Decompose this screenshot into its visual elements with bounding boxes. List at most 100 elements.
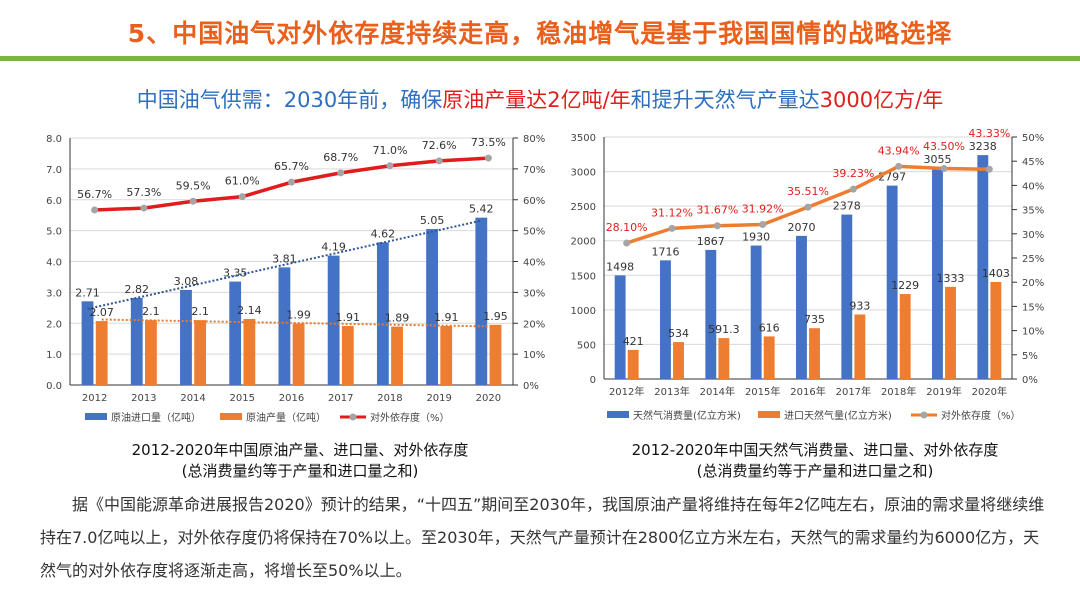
line-data-label: 73.5%: [471, 136, 506, 149]
legend-swatch: [220, 413, 242, 420]
bar-data-label: 421: [623, 335, 644, 348]
bar-data-label: 2797: [878, 171, 906, 184]
y2-tick-label: 60%: [523, 196, 545, 207]
bar-series-2: [945, 286, 956, 379]
bar-data-label: 4.19: [321, 241, 346, 254]
y2-tick-label: 0%: [1022, 375, 1038, 386]
bar-data-label: 735: [804, 313, 825, 326]
line-data-label: 72.6%: [422, 139, 457, 152]
body-text: 据《中国能源革命进展报告2020》预计的结果，“十四五”期间至2030年，我国原…: [40, 488, 1050, 587]
legend-label: 对外依存度（%）: [370, 411, 450, 424]
bar-data-label: 1716: [651, 245, 679, 258]
bar-data-label: 1.89: [385, 312, 410, 325]
legend-swatch: [85, 413, 107, 420]
bar-series-1: [376, 242, 389, 385]
line-marker: [623, 239, 631, 247]
y2-tick-label: 0%: [523, 381, 539, 392]
line-data-label: 43.94%: [878, 144, 920, 157]
line-data-label: 31.92%: [742, 203, 784, 216]
bar-data-label: 3238: [969, 140, 997, 153]
line-data-label: 56.7%: [77, 188, 112, 201]
bar-data-label: 933: [849, 299, 870, 312]
legend-swatch: [607, 411, 629, 418]
y2-tick-label: 45%: [1022, 157, 1044, 168]
title-divider: [0, 56, 1080, 61]
x-tick-label: 2017年: [836, 385, 871, 398]
bar-series-1: [660, 260, 671, 379]
bar-series-2: [145, 320, 157, 385]
y-tick-label: 2500: [571, 202, 596, 213]
x-tick-label: 2014: [180, 393, 205, 404]
bar-series-1: [886, 185, 898, 379]
bar-series-1: [977, 155, 989, 379]
line-data-label: 31.67%: [696, 204, 738, 217]
y2-tick-label: 30%: [523, 288, 545, 299]
bar-series-2: [809, 328, 820, 379]
y-tick-label: 7.0: [46, 165, 62, 176]
x-tick-label: 2020年: [972, 385, 1007, 398]
bar-series-1: [841, 214, 853, 379]
x-tick-label: 2016年: [790, 385, 825, 398]
line-marker: [759, 221, 767, 229]
bar-data-label: 1.99: [286, 309, 311, 322]
line-marker: [940, 164, 948, 172]
x-tick-label: 2019: [426, 393, 451, 404]
y-tick-label: 8.0: [46, 134, 62, 145]
x-tick-label: 2015: [230, 393, 255, 404]
bar-data-label: 2.07: [89, 306, 114, 319]
x-tick-label: 2020: [476, 393, 501, 404]
bar-series-2: [899, 294, 911, 379]
oil-caption-note: (总消费量约等于产量和进口量之和): [181, 462, 419, 480]
x-tick-label: 2012: [82, 393, 107, 404]
bar-data-label: 2.71: [75, 286, 100, 299]
y-tick-label: 0.0: [46, 381, 62, 392]
line-marker: [91, 206, 99, 214]
body-paragraph: 据《中国能源革命进展报告2020》预计的结果，“十四五”期间至2030年，我国原…: [40, 495, 1045, 580]
legend-swatch: [758, 411, 780, 418]
bar-series-1: [81, 301, 94, 385]
bar-data-label: 1.91: [434, 311, 459, 324]
bar-data-label: 2.1: [142, 305, 160, 318]
subtitle-part: 和提升天然气产量达: [630, 88, 820, 112]
oil-chart-caption: 2012-2020年中国原油产量、进口量、对外依存度 (总消费量约等于产量和进口…: [30, 440, 570, 482]
line-marker: [713, 222, 721, 230]
y2-tick-label: 15%: [1022, 302, 1044, 313]
y-tick-label: 5.0: [46, 227, 62, 238]
y-tick-label: 6.0: [46, 196, 62, 207]
bar-data-label: 1333: [937, 272, 965, 285]
legend-label: 进口天然气量(亿立方米): [784, 409, 892, 422]
x-tick-label: 2019年: [926, 385, 961, 398]
bar-series-2: [990, 281, 1002, 379]
bar-data-label: 1.91: [336, 311, 361, 324]
y2-tick-label: 20%: [523, 319, 545, 330]
bar-series-2: [292, 323, 305, 385]
y-tick-label: 2.0: [46, 319, 62, 330]
bar-data-label: 3055: [923, 153, 951, 166]
y2-tick-label: 40%: [1022, 181, 1044, 192]
bar-series-2: [627, 349, 639, 379]
y-tick-label: 1000: [571, 306, 596, 317]
bar-data-label: 5.42: [469, 203, 494, 216]
bar-data-label: 591.3: [708, 323, 740, 336]
bar-series-1: [475, 217, 488, 385]
y-tick-label: 2000: [571, 237, 596, 248]
y2-tick-label: 10%: [1022, 327, 1044, 338]
bar-series-2: [673, 342, 684, 379]
bar-series-1: [614, 275, 626, 379]
y2-tick-label: 35%: [1022, 206, 1044, 217]
line-marker: [140, 204, 148, 212]
oil-chart: 0.0 1.0 2.0 3.0 4.0 5.0 6.0 7.0 8.0 0% 10% 20% 30% 40…: [46, 134, 545, 424]
line-data-label: 61.0%: [225, 175, 260, 188]
line-marker: [804, 203, 812, 211]
y2-tick-label: 50%: [523, 227, 545, 238]
x-tick-label: 2013: [131, 393, 156, 404]
bar-data-label: 5.05: [420, 214, 445, 227]
x-tick-label: 2015年: [745, 385, 780, 398]
line-marker: [386, 162, 394, 170]
line-data-label: 31.12%: [651, 206, 693, 219]
line-marker: [288, 178, 295, 186]
slide-subtitle: 中国油气供需：2030年前，确保原油产量达2亿吨/年和提升天然气产量达3000亿…: [0, 84, 1080, 114]
line-data-label: 43.33%: [968, 127, 1010, 140]
x-tick-label: 2012年: [609, 385, 644, 398]
bar-series-2: [194, 320, 207, 385]
